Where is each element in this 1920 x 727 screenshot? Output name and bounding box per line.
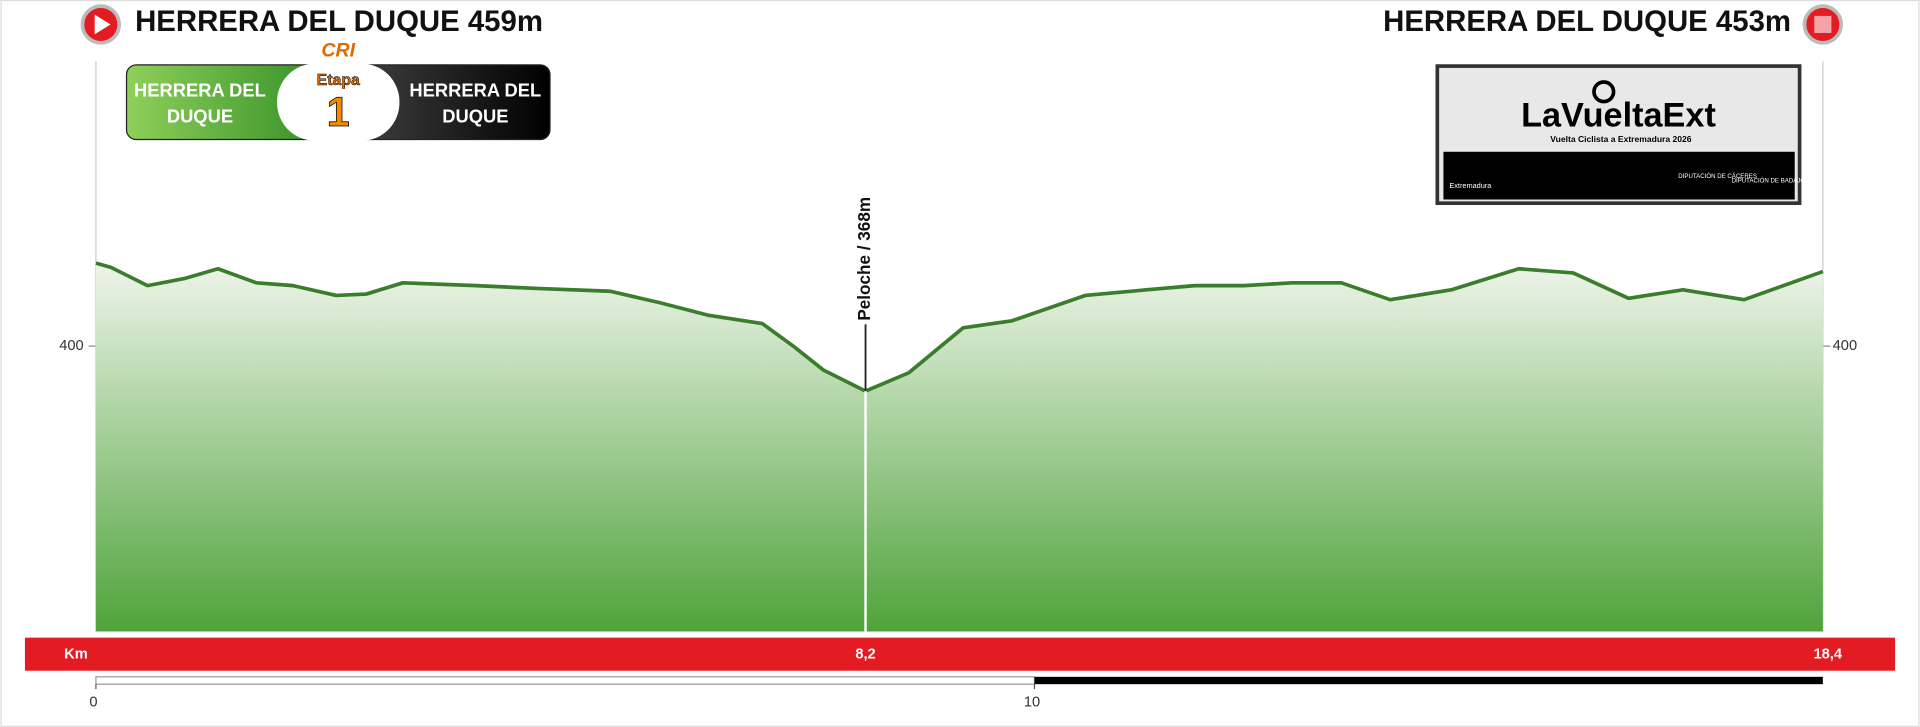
finish-label: HERRERA DEL DUQUE 453m bbox=[1383, 5, 1791, 38]
from-text: DUQUE bbox=[167, 105, 233, 126]
stage-type: CRI bbox=[321, 40, 355, 62]
elevation-line bbox=[95, 261, 1824, 393]
to-text: HERRERA DEL bbox=[409, 80, 541, 101]
km-marker: 18,4 bbox=[1813, 647, 1842, 663]
x-axis-label: Km bbox=[64, 647, 88, 663]
to-text: DUQUE bbox=[442, 105, 508, 126]
from-text: HERRERA DEL bbox=[134, 80, 266, 101]
start-arrow bbox=[94, 14, 111, 35]
annotation-text: Peloche / 368m bbox=[854, 197, 874, 321]
stage-number: 1 bbox=[327, 88, 350, 135]
km-marker: 8,2 bbox=[855, 647, 875, 663]
logo-subtitle: Vuelta Ciclista a Extremadura 2026 bbox=[1550, 134, 1691, 144]
stage-word: Etapa bbox=[317, 72, 360, 89]
sponsor: Extremadura bbox=[1449, 181, 1492, 190]
y-tick-label: 400 bbox=[59, 338, 83, 354]
sponsor-strip bbox=[1443, 151, 1795, 200]
sponsor: DIPUTACIÓN DE CÁCERES bbox=[1678, 173, 1757, 180]
logo-title: LaVueltaExt bbox=[1521, 97, 1716, 135]
km-bar bbox=[24, 637, 1896, 671]
elevation-area bbox=[95, 263, 1823, 632]
scale-segment bbox=[1034, 676, 1823, 685]
stage-pill bbox=[277, 63, 400, 141]
logo-icon bbox=[1592, 80, 1616, 104]
y-tick-label: 400 bbox=[1833, 338, 1857, 354]
finish-flag bbox=[1814, 15, 1832, 34]
start-label: HERRERA DEL DUQUE 459m bbox=[135, 5, 543, 38]
scale-label: 0 bbox=[89, 694, 97, 710]
sponsor: DIPUTACIÓN DE BADAJOZ bbox=[1732, 178, 1810, 185]
scale-label: 10 bbox=[1024, 694, 1040, 710]
scale-segment bbox=[95, 676, 1036, 685]
